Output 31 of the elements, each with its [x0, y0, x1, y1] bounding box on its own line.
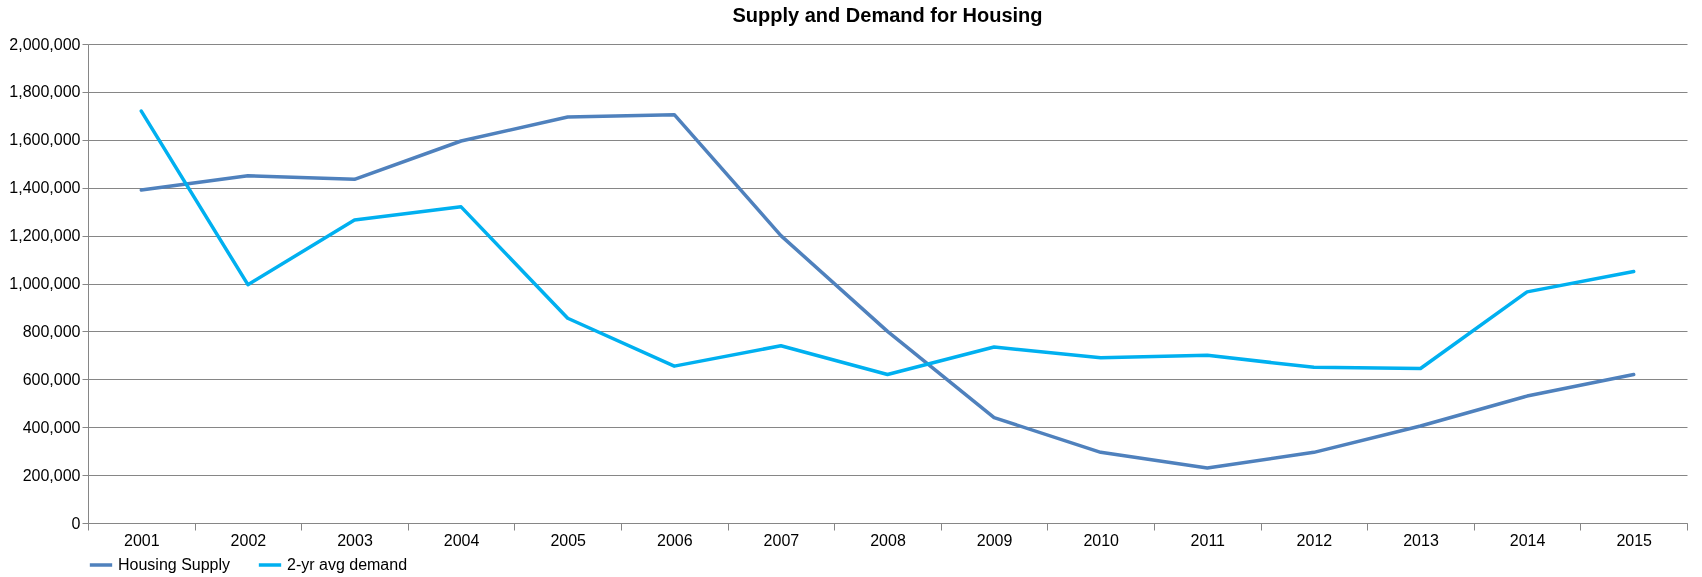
y-tick-label: 1,400,000	[9, 179, 81, 197]
y-tick-label: 600,000	[22, 370, 81, 388]
x-tick-label: 2015	[1616, 531, 1653, 549]
x-tick-label: 2013	[1403, 531, 1439, 549]
line-series	[139, 112, 1636, 470]
x-tick-label: 2009	[976, 531, 1013, 549]
y-tick-label: 200,000	[22, 466, 81, 484]
x-tick-label: 2007	[763, 531, 800, 549]
x-tick-label: 2012	[1296, 531, 1333, 549]
x-tick-label: 2010	[1083, 531, 1120, 549]
x-tick-label: 2001	[124, 531, 160, 549]
legend-label: 2-yr avg demand	[287, 556, 408, 573]
x-tick-label: 2014	[1509, 531, 1546, 549]
y-tick-label: 1,800,000	[9, 83, 81, 101]
x-tick-label: 2006	[657, 531, 693, 549]
y-tick-label: 800,000	[22, 322, 81, 340]
x-tick-label: 2004	[443, 531, 480, 549]
y-tick-label: 1,200,000	[9, 227, 81, 245]
x-tick-label: 2005	[550, 531, 587, 549]
legend-label: Housing Supply	[118, 556, 231, 573]
y-tick-label: 1,000,000	[9, 275, 81, 292]
x-tick-label: 2011	[1190, 531, 1226, 549]
chart-title: Supply and Demand for Housing	[732, 4, 1043, 26]
y-tick-label: 1,600,000	[9, 131, 81, 149]
x-tick-label: 2002	[230, 531, 267, 549]
line-series	[139, 109, 1636, 377]
y-tick-label: 400,000	[22, 418, 81, 436]
y-tick-label: 2,000,000	[9, 35, 81, 53]
x-tick-label: 2008	[870, 531, 906, 549]
x-tick-label: 2003	[337, 531, 373, 549]
y-tick-label: 0	[71, 514, 81, 532]
